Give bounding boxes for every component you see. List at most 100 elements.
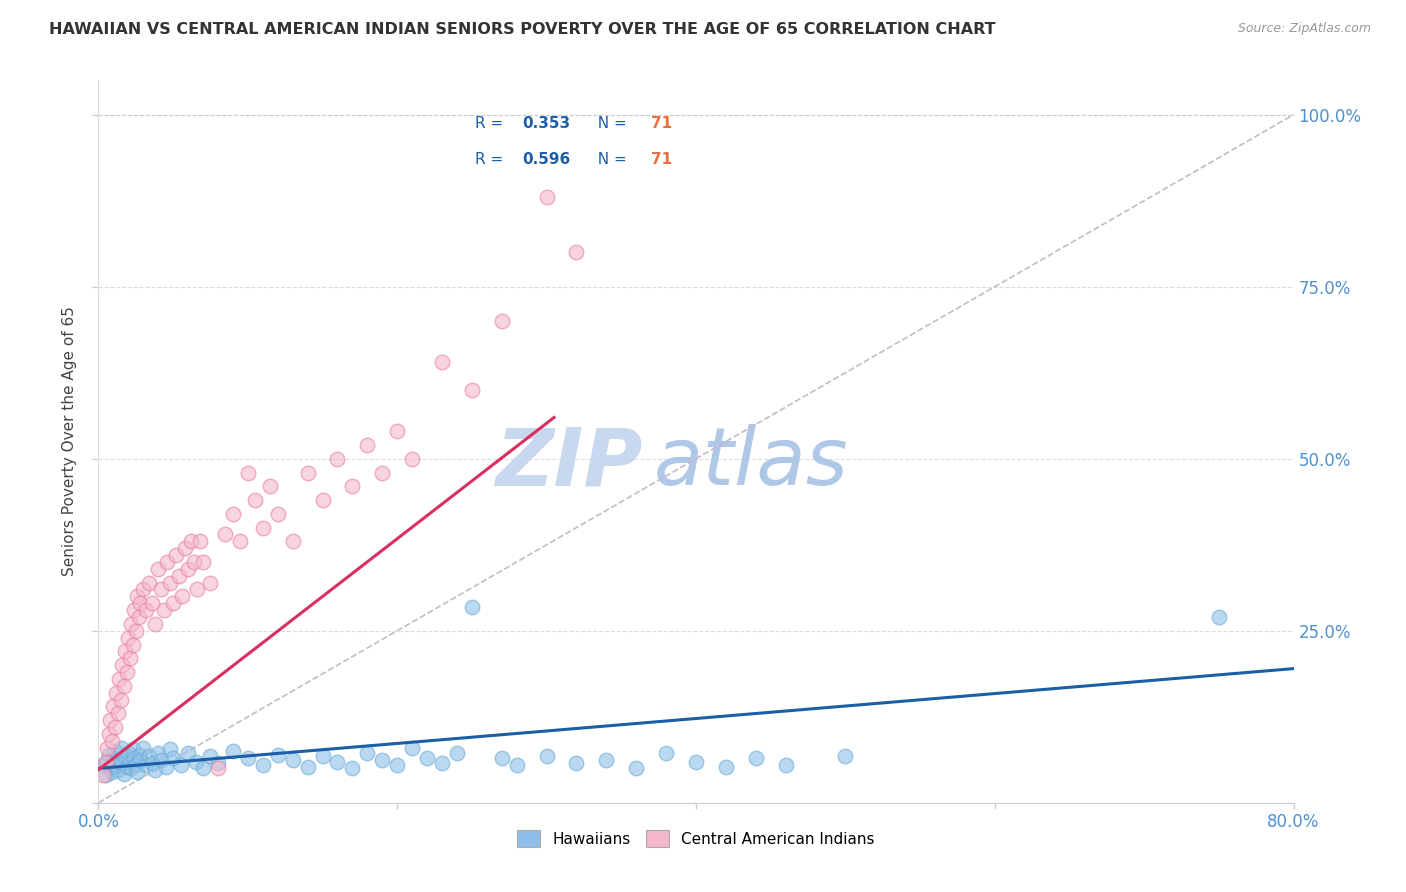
Point (132, 582, 155, 597)
Point (356, 438, 378, 452)
Point (117, 631, 139, 645)
Text: atlas: atlas (654, 425, 849, 502)
Point (127, 764, 149, 779)
Point (655, 746, 678, 760)
Point (108, 753, 131, 767)
Point (356, 746, 378, 760)
Point (155, 760, 177, 774)
Point (174, 541, 197, 556)
Point (125, 758, 148, 772)
Point (97, 747, 120, 762)
Point (150, 753, 173, 767)
Point (222, 507, 245, 521)
Point (91, 758, 114, 772)
Point (107, 763, 129, 777)
Point (105, 686, 128, 700)
Point (311, 749, 333, 764)
Point (103, 751, 125, 765)
Point (110, 692, 132, 706)
Text: Source: ZipAtlas.com: Source: ZipAtlas.com (1237, 22, 1371, 36)
Point (385, 758, 409, 772)
Point (107, 706, 129, 721)
Point (105, 758, 128, 772)
Point (143, 763, 166, 777)
Point (207, 761, 229, 775)
Point (127, 590, 149, 604)
Point (135, 603, 157, 617)
Point (167, 568, 190, 582)
Point (236, 751, 259, 765)
Point (267, 507, 290, 521)
Point (114, 644, 136, 658)
Point (565, 245, 588, 260)
Point (461, 383, 484, 397)
Point (148, 562, 170, 576)
Point (401, 740, 423, 755)
Point (430, 756, 453, 770)
Point (461, 599, 484, 614)
Point (118, 755, 141, 769)
Point (281, 534, 304, 549)
Text: 71: 71 (651, 116, 672, 131)
Point (191, 761, 214, 775)
Point (97, 727, 120, 741)
Point (326, 451, 349, 466)
Point (177, 746, 200, 760)
Point (172, 590, 194, 604)
Point (96, 740, 118, 755)
Point (148, 746, 170, 760)
Point (207, 756, 229, 770)
Point (595, 753, 617, 767)
Point (128, 610, 150, 624)
Point (150, 582, 173, 597)
Point (153, 603, 176, 617)
Point (714, 760, 737, 774)
Point (416, 751, 439, 765)
Point (401, 451, 423, 466)
Point (245, 493, 267, 508)
Point (165, 548, 187, 562)
Point (114, 749, 136, 764)
Point (342, 761, 364, 775)
Point (108, 672, 131, 686)
Point (135, 758, 157, 772)
Point (141, 756, 163, 770)
Point (110, 740, 132, 755)
Point (124, 603, 146, 617)
Point (229, 534, 252, 549)
Point (745, 751, 768, 765)
Point (104, 744, 127, 758)
Point (183, 555, 205, 569)
Point (267, 747, 290, 762)
Point (506, 758, 529, 772)
Point (446, 746, 468, 760)
Text: N =: N = (589, 153, 633, 168)
Point (128, 747, 150, 762)
Point (214, 527, 236, 541)
Point (143, 616, 166, 631)
Point (834, 749, 856, 764)
Point (156, 555, 179, 569)
Point (775, 758, 797, 772)
Text: N =: N = (589, 116, 633, 131)
Point (281, 753, 304, 767)
Point (101, 734, 124, 748)
Point (1208, 610, 1230, 624)
Point (112, 679, 135, 693)
Point (259, 479, 281, 493)
Point (141, 596, 163, 610)
Text: ZIP: ZIP (495, 425, 643, 502)
Point (222, 744, 245, 758)
Point (111, 756, 134, 770)
Point (236, 466, 259, 480)
Point (117, 746, 139, 760)
Point (491, 751, 513, 765)
Point (371, 466, 394, 480)
Point (536, 749, 558, 764)
Point (311, 493, 333, 508)
Point (169, 758, 191, 772)
Point (565, 756, 588, 770)
Point (162, 751, 184, 765)
Point (184, 755, 207, 769)
Point (125, 624, 148, 638)
